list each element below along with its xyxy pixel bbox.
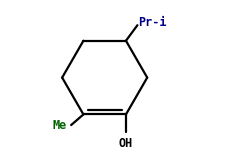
Text: Pr-i: Pr-i (138, 16, 167, 29)
Text: OH: OH (119, 136, 133, 149)
Text: Me: Me (53, 119, 67, 132)
